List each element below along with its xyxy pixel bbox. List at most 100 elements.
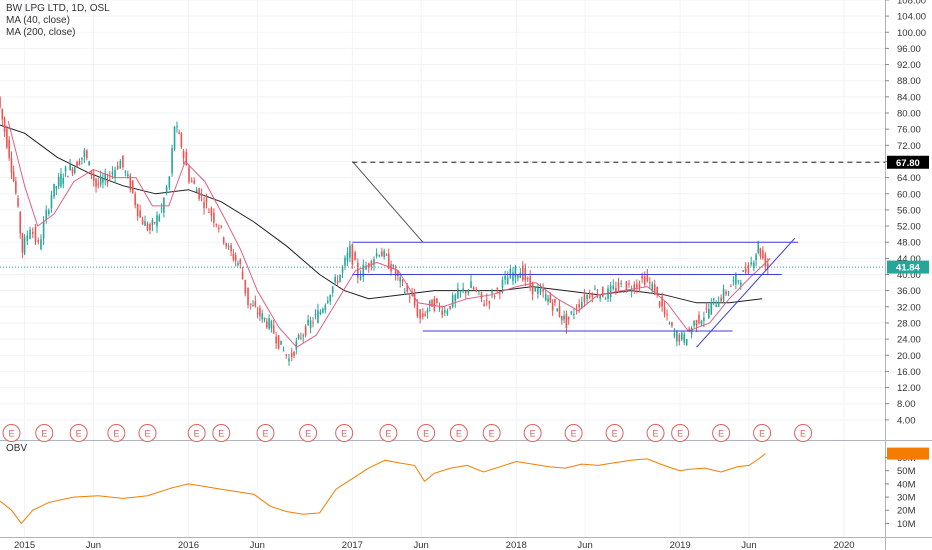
candle-body (182, 151, 185, 158)
price-tick-label: 36.00 (897, 286, 921, 297)
candle-body (467, 290, 470, 294)
candle-body (397, 270, 399, 277)
candle-body (581, 301, 583, 308)
candle-body (676, 331, 678, 342)
candle-body (732, 280, 735, 282)
candle-body (275, 336, 277, 344)
candle-body (693, 320, 695, 326)
candle-body (8, 139, 10, 158)
price-tick-label: 32.00 (897, 302, 921, 313)
symbol-title[interactable]: BW LPG LTD, 1D, OSL (6, 3, 110, 14)
price-tick-label: 100.00 (897, 28, 926, 39)
candle-body (570, 311, 573, 314)
obv-tick-label: 40M (897, 479, 916, 490)
candle-body (512, 272, 514, 281)
earnings-marker-circle (646, 424, 665, 442)
candle-body (190, 180, 193, 182)
candle-body (583, 295, 586, 302)
candle-body (31, 231, 34, 234)
earnings-marker-circle (605, 424, 624, 442)
candle-body (165, 186, 168, 194)
candle-body (1, 108, 4, 120)
candle-body (406, 284, 409, 292)
obv-legend[interactable]: OBV (6, 443, 28, 454)
time-tick-label: 2018 (506, 540, 527, 550)
candle-body (725, 291, 727, 295)
price-tick-label: 96.00 (897, 44, 921, 55)
candle-body (578, 303, 580, 308)
candle-body (491, 291, 493, 294)
candle-body (428, 300, 431, 307)
candle-body (443, 310, 446, 313)
candle-body (404, 291, 406, 293)
candle-body (329, 295, 332, 302)
candle-body (116, 165, 119, 170)
candle-body (561, 315, 563, 321)
candle-body (586, 295, 588, 300)
candle-body (431, 299, 433, 307)
earnings-marker-circle (794, 424, 813, 442)
candle-body (526, 278, 529, 280)
candle-body (21, 233, 24, 253)
candle-body (97, 183, 100, 185)
candle-body (178, 132, 180, 134)
time-tick-label: 2020 (833, 540, 854, 550)
candle-body (459, 290, 462, 292)
candle-body (651, 283, 654, 290)
candle-body (220, 225, 223, 227)
earnings-marker-circle (671, 424, 690, 442)
candle-body (205, 197, 208, 203)
candle-body (695, 320, 698, 327)
candle-body (153, 222, 156, 224)
candle-body (454, 295, 457, 302)
projection-line (351, 161, 424, 243)
candle-body (554, 299, 556, 303)
target-price-badge (887, 155, 929, 169)
candle-body (78, 160, 81, 165)
candle-body (314, 313, 317, 316)
candle-body (193, 180, 196, 184)
price-tick-label: 16.00 (897, 367, 921, 378)
candle-body (594, 288, 596, 290)
candle-body (399, 277, 402, 282)
ma200-legend[interactable]: MA (200, close) (6, 27, 76, 38)
candle-body (457, 288, 459, 299)
candle-body (547, 298, 549, 302)
candle-body (666, 314, 668, 316)
candle-body (485, 299, 488, 301)
candle-body (304, 326, 307, 336)
candle-body (208, 212, 210, 214)
candle-body (136, 204, 139, 217)
candle-body (472, 287, 475, 290)
price-tick-label: 44.00 (897, 254, 921, 265)
candle-body (475, 290, 478, 292)
candle-body (591, 293, 594, 297)
candle-body (331, 286, 334, 293)
candle-body (735, 274, 737, 285)
candle-body (375, 253, 378, 257)
earnings-marker-label: E (456, 429, 462, 439)
candle-body (259, 307, 261, 316)
candle-body (588, 295, 591, 298)
earnings-marker-circle (299, 424, 318, 442)
candle-body (392, 265, 395, 268)
candle-body (349, 245, 351, 258)
candle-body (309, 320, 312, 328)
candle-body (615, 287, 617, 292)
candle-body (436, 298, 438, 303)
candle-body (198, 188, 200, 199)
price-tick-label: 76.00 (897, 125, 921, 136)
candle-body (653, 284, 656, 295)
candle-body (408, 297, 411, 299)
candle-body (646, 274, 649, 281)
candle-body (252, 305, 254, 307)
candle-body (426, 310, 429, 313)
chart-legend: BW LPG LTD, 1D, OSL MA (40, close) MA (2… (6, 3, 110, 39)
ma40-legend[interactable]: MA (40, close) (6, 15, 70, 26)
candle-body (401, 280, 404, 282)
candle-body (232, 253, 235, 260)
candle-body (567, 316, 570, 320)
candle-body (272, 325, 275, 334)
earnings-marker-label: E (8, 429, 14, 439)
